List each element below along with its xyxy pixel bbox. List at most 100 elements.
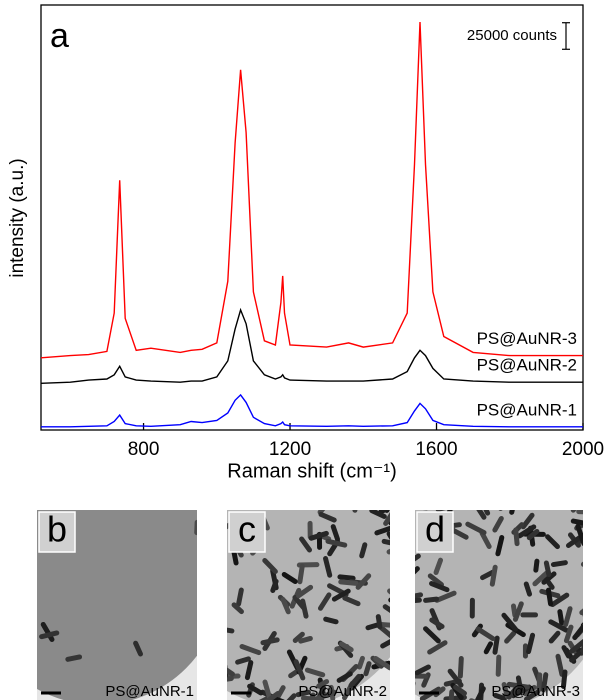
nanorod xyxy=(292,631,305,644)
x-tick-label: 1200 xyxy=(269,439,311,460)
nanorod xyxy=(512,466,517,487)
nanorod xyxy=(197,482,209,497)
nanorod xyxy=(472,439,479,463)
nanorod xyxy=(415,592,424,600)
nanorod xyxy=(338,579,359,586)
image-caption: PS@AuNR-1 xyxy=(105,683,194,700)
nanorod xyxy=(513,461,528,475)
nanorod xyxy=(196,641,206,663)
nanorod xyxy=(570,518,583,526)
nanorod xyxy=(239,644,262,656)
nanorod xyxy=(495,654,502,677)
tem-image xyxy=(37,472,197,700)
nanorod xyxy=(526,528,540,541)
nanorod xyxy=(194,519,197,536)
nanorod xyxy=(201,664,223,675)
nanorod xyxy=(582,612,583,618)
nanorod xyxy=(308,530,329,541)
nanorod xyxy=(503,456,520,469)
nanorod xyxy=(254,696,269,700)
nanorod xyxy=(262,679,273,700)
nanorod xyxy=(590,601,601,620)
nanorod xyxy=(390,675,410,684)
nanorod xyxy=(323,556,333,578)
nanorod xyxy=(557,609,565,626)
nanorod xyxy=(501,612,518,632)
nanorod xyxy=(314,485,322,506)
y-axis-label: intensity (a.u.) xyxy=(7,158,28,277)
nanorod xyxy=(200,477,215,490)
nanorod xyxy=(373,656,390,671)
nanorod xyxy=(598,542,608,559)
nanorod xyxy=(448,689,455,700)
nanorod xyxy=(378,622,390,629)
nanorod xyxy=(423,469,433,489)
nanorod xyxy=(455,449,473,460)
nanorod xyxy=(297,563,305,585)
nanorod xyxy=(281,572,298,585)
nanorod xyxy=(378,510,386,512)
nanorod xyxy=(197,580,213,601)
nanorod xyxy=(570,494,583,508)
nanorod xyxy=(484,460,497,476)
nanorod xyxy=(550,592,570,608)
nanorod xyxy=(415,664,431,676)
nanorod xyxy=(208,651,216,666)
nanorod xyxy=(366,497,382,508)
nanorod xyxy=(548,619,569,633)
nanorod xyxy=(541,474,558,490)
panel-label: a xyxy=(50,17,69,55)
nanorod xyxy=(293,659,306,681)
nanorod xyxy=(555,653,565,677)
nanorod xyxy=(227,664,235,677)
nanorod xyxy=(325,538,348,548)
nanorod xyxy=(532,570,549,587)
nanorod xyxy=(415,553,421,568)
nanorod xyxy=(390,579,407,588)
scale-bar-label: 25000 counts xyxy=(467,27,557,44)
nanorod xyxy=(196,476,214,496)
nanorod xyxy=(389,594,409,614)
panel-label: b xyxy=(47,509,67,550)
nanorod xyxy=(64,472,76,487)
nanorod xyxy=(407,470,426,480)
nanorod xyxy=(432,465,441,484)
nanorod xyxy=(388,592,390,603)
nanorod xyxy=(587,523,593,544)
nanorod xyxy=(456,479,475,491)
nanorod xyxy=(548,630,561,644)
nanorod xyxy=(403,485,413,503)
nanorod xyxy=(583,563,599,582)
nanorod xyxy=(483,445,499,457)
nanorod xyxy=(524,689,541,700)
image-caption: PS@AuNR-3 xyxy=(491,683,580,700)
nanorod xyxy=(592,599,601,620)
nanorod xyxy=(226,485,249,500)
nanorod xyxy=(209,494,228,506)
nanorod xyxy=(227,625,235,634)
image-caption: PS@AuNR-2 xyxy=(298,683,387,700)
nanorod xyxy=(247,683,264,696)
nanorod xyxy=(382,488,393,505)
nanorod xyxy=(480,510,491,516)
nanorod xyxy=(286,496,298,510)
nanorod xyxy=(292,594,307,611)
nanorod xyxy=(270,578,279,593)
nanorod xyxy=(572,624,583,641)
nanorod xyxy=(475,626,496,642)
nanorod xyxy=(585,637,604,646)
nanorod xyxy=(299,536,313,553)
nanorod xyxy=(591,586,598,604)
nanorod xyxy=(262,557,278,574)
nanorod xyxy=(260,637,280,646)
nanorod xyxy=(469,597,475,619)
nanorod xyxy=(280,597,291,615)
polystyrene-sphere xyxy=(37,510,197,700)
nanorod xyxy=(509,510,517,515)
x-tick-label: 1600 xyxy=(415,439,457,460)
nanorod xyxy=(199,602,214,626)
nanorod xyxy=(586,595,603,609)
nanorod xyxy=(317,592,332,611)
nanorod xyxy=(337,574,356,581)
